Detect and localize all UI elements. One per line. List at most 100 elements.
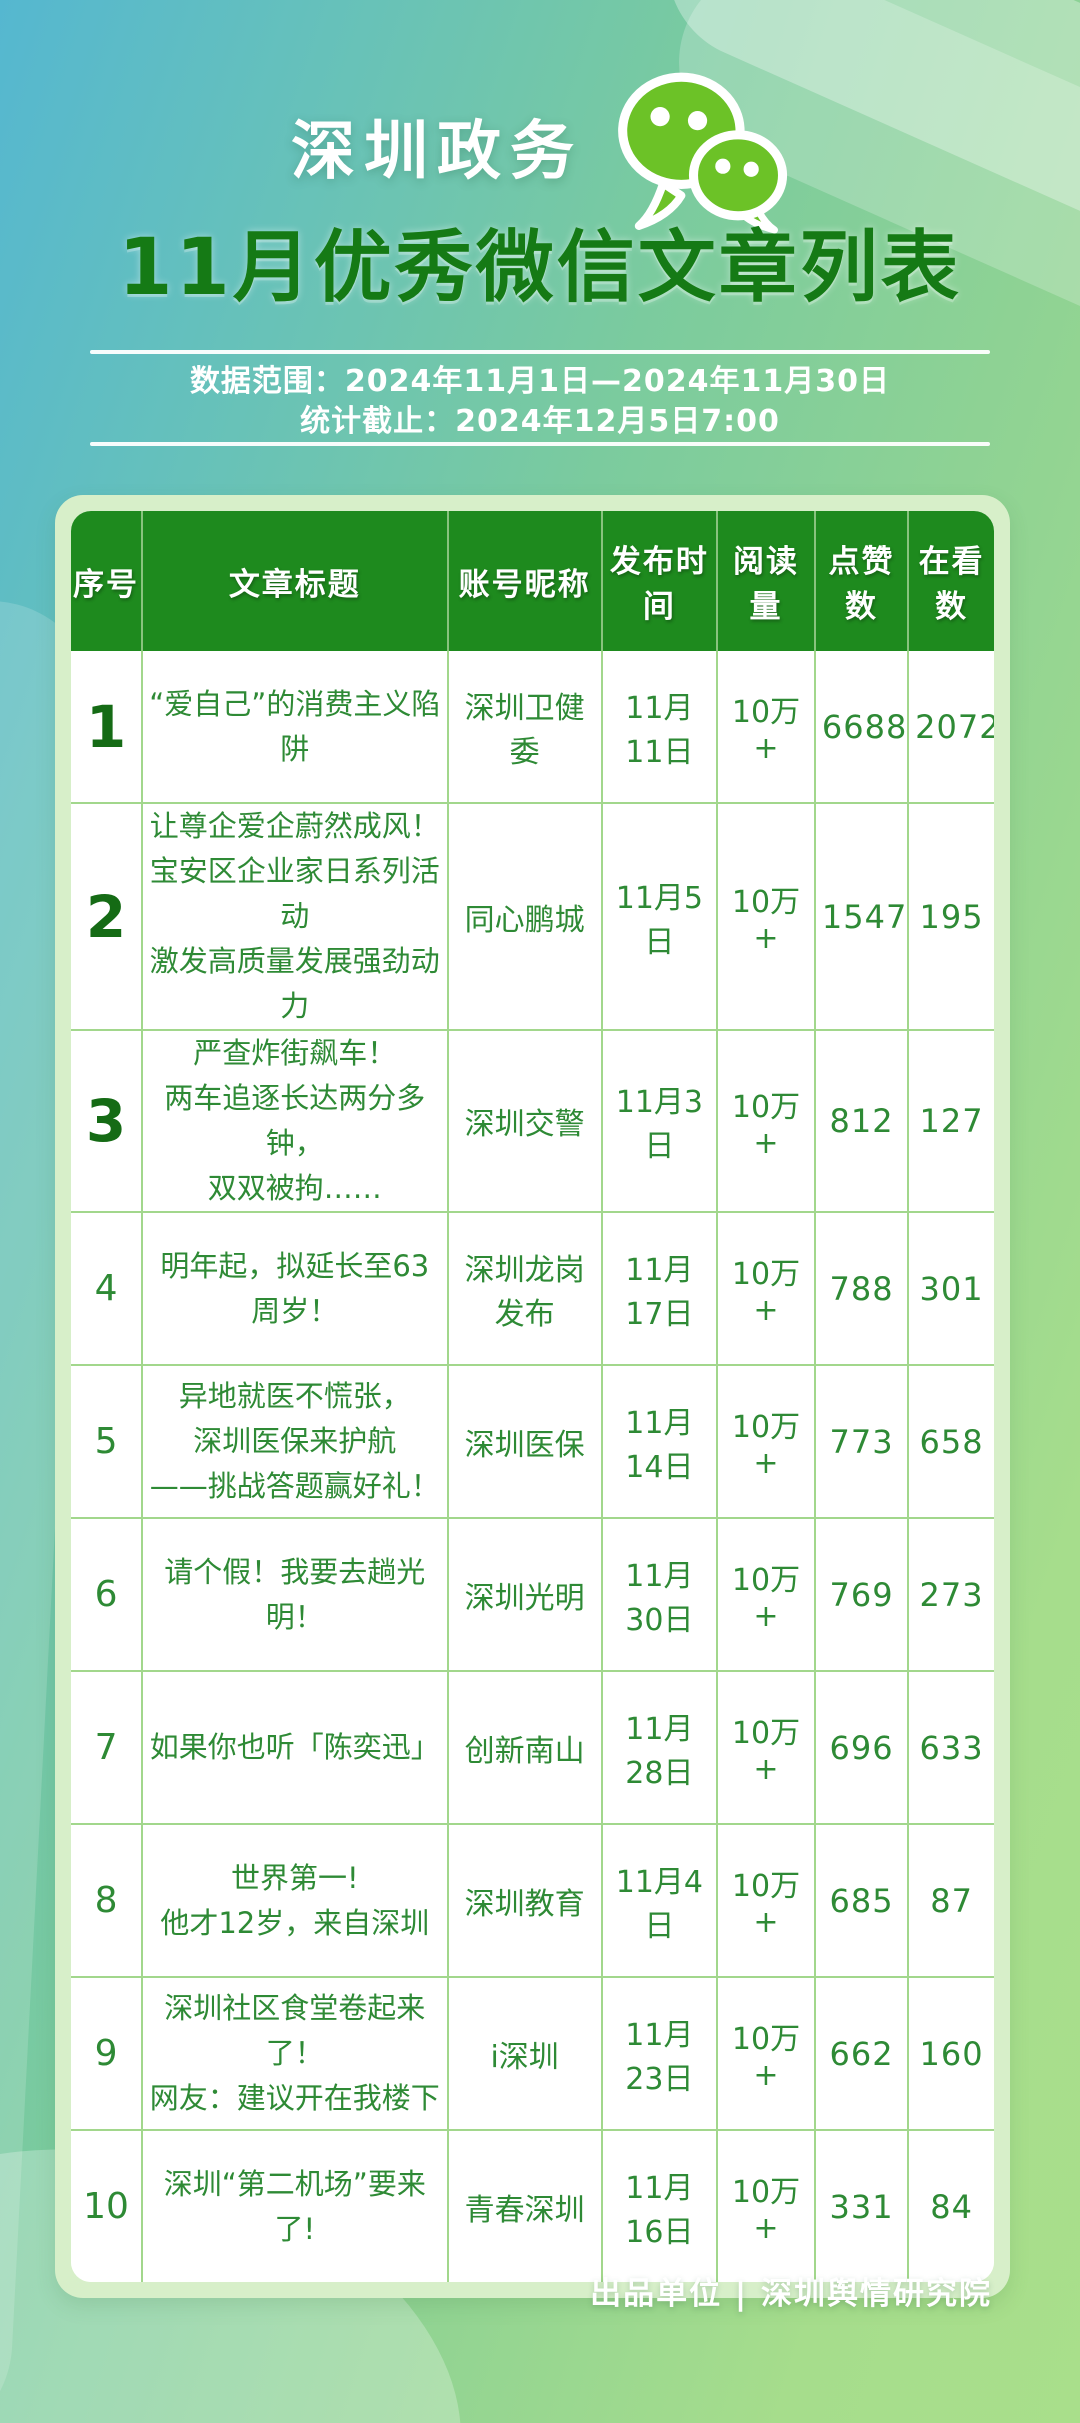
- watching-cell: 658: [907, 1364, 994, 1518]
- account-cell: 同心鹏城: [446, 802, 602, 1030]
- col-header-watching: 在看数: [907, 511, 994, 651]
- table-row: 9 深圳社区食堂卷起来了！ 网友：建议开在我楼下 i深圳 11月23日 10万+ 662 1…: [71, 1976, 994, 2130]
- title-cell: 严查炸街飙车！ 两车追逐长达两分多钟， 双双被拘……: [141, 1029, 448, 1212]
- rank-cell: 4: [71, 1211, 143, 1365]
- date-cell: 11月14日: [600, 1364, 718, 1518]
- col-header-reads: 阅读量: [716, 511, 815, 651]
- title-cell: 让尊企爱企蔚然成风！ 宝安区企业家日系列活动 激发高质量发展强劲动力: [141, 802, 448, 1030]
- account-cell: i深圳: [446, 1976, 602, 2130]
- table-row: 8 世界第一! 他才12岁，来自深圳 深圳教育 11月4日 10万+ 685 87: [71, 1823, 994, 1977]
- table-row: 4 明年起，拟延长至63周岁！ 深圳龙岗发布 11月17日 10万+ 788 301: [71, 1211, 994, 1365]
- watching-cell: 160: [907, 1976, 994, 2130]
- page-title: 深圳政务: [291, 115, 583, 189]
- table-row: 5 异地就医不慌张， 深圳医保来护航 ——挑战答题赢好礼！ 深圳医保 11月14日 10…: [71, 1364, 994, 1518]
- rank-cell: 5: [71, 1364, 143, 1518]
- date-cell: 11月11日: [600, 651, 718, 803]
- table-header-row: 序号 文章标题 账号昵称 发布时间 阅读量 点赞数 在看数: [71, 511, 994, 651]
- articles-table-wrapper: 序号 文章标题 账号昵称 发布时间 阅读量 点赞数 在看数 1 “爱自己”的消费主…: [71, 511, 994, 2282]
- title-cell: 深圳社区食堂卷起来了！ 网友：建议开在我楼下: [141, 1976, 448, 2130]
- rank-cell: 2: [71, 802, 143, 1030]
- account-cell: 深圳医保: [446, 1364, 602, 1518]
- reads-cell: 10万+: [716, 1364, 815, 1518]
- watching-cell: 301: [907, 1211, 994, 1365]
- rank-cell: 6: [71, 1517, 143, 1671]
- divider-top: [90, 350, 990, 354]
- footer-credit: 出品单位 | 深圳舆情研究院: [590, 2276, 992, 2312]
- title-cell: 如果你也听「陈奕迅」: [141, 1670, 448, 1824]
- date-cell: 11月23日: [600, 1976, 718, 2130]
- wechat-icon: [618, 72, 788, 234]
- date-cell: 11月17日: [600, 1211, 718, 1365]
- likes-cell: 331: [813, 2129, 909, 2282]
- date-cell: 11月3日: [600, 1029, 718, 1212]
- likes-cell: 769: [813, 1517, 909, 1671]
- account-cell: 深圳教育: [446, 1823, 602, 1977]
- watching-cell: 2072: [907, 651, 994, 803]
- table-row: 3 严查炸街飙车！ 两车追逐长达两分多钟， 双双被拘…… 深圳交警 11月3日 10万+…: [71, 1029, 994, 1212]
- title-cell: 深圳“第二机场”要来了!: [141, 2129, 448, 2282]
- stats-deadline-text: 统计截止：2024年12月5日7:00: [300, 404, 780, 439]
- account-cell: 创新南山: [446, 1670, 602, 1824]
- watching-cell: 273: [907, 1517, 994, 1671]
- likes-cell: 6688: [813, 651, 909, 803]
- table-body: 1 “爱自己”的消费主义陷阱 深圳卫健委 11月11日 10万+ 6688 2072 2 让尊企…: [71, 651, 994, 2282]
- watching-cell: 633: [907, 1670, 994, 1824]
- table-row: 7 如果你也听「陈奕迅」 创新南山 11月28日 10万+ 696 633: [71, 1670, 994, 1824]
- date-cell: 11月30日: [600, 1517, 718, 1671]
- rank-cell: 9: [71, 1976, 143, 2130]
- likes-cell: 685: [813, 1823, 909, 1977]
- title-cell: 请个假！我要去趟光明！: [141, 1517, 448, 1671]
- header: 深圳政务: [0, 58, 1080, 234]
- col-header-rank: 序号: [71, 511, 143, 651]
- col-header-title: 文章标题: [141, 511, 448, 651]
- articles-table: 序号 文章标题 账号昵称 发布时间 阅读量 点赞数 在看数 1 “爱自己”的消费主…: [71, 511, 994, 2282]
- date-cell: 11月16日: [600, 2129, 718, 2282]
- reads-cell: 10万+: [716, 2129, 815, 2282]
- rank-cell: 3: [71, 1029, 143, 1212]
- reads-cell: 10万+: [716, 651, 815, 803]
- table-row: 1 “爱自己”的消费主义陷阱 深圳卫健委 11月11日 10万+ 6688 2072: [71, 651, 994, 803]
- account-cell: 青春深圳: [446, 2129, 602, 2282]
- page-subtitle: 11月优秀微信文章列表: [118, 223, 962, 313]
- date-cell: 11月28日: [600, 1670, 718, 1824]
- account-cell: 深圳光明: [446, 1517, 602, 1671]
- watching-cell: 127: [907, 1029, 994, 1212]
- watching-cell: 195: [907, 802, 994, 1030]
- divider-bottom: [90, 442, 990, 446]
- likes-cell: 1547: [813, 802, 909, 1030]
- watching-cell: 87: [907, 1823, 994, 1977]
- likes-cell: 696: [813, 1670, 909, 1824]
- reads-cell: 10万+: [716, 1976, 815, 2130]
- table-row: 2 让尊企爱企蔚然成风！ 宝安区企业家日系列活动 激发高质量发展强劲动力 同心鹏城 1…: [71, 802, 994, 1030]
- account-cell: 深圳卫健委: [446, 651, 602, 803]
- reads-cell: 10万+: [716, 1823, 815, 1977]
- title-cell: 明年起，拟延长至63周岁！: [141, 1211, 448, 1365]
- likes-cell: 662: [813, 1976, 909, 2130]
- reads-cell: 10万+: [716, 1517, 815, 1671]
- account-cell: 深圳龙岗发布: [446, 1211, 602, 1365]
- account-cell: 深圳交警: [446, 1029, 602, 1212]
- meta-block: 数据范围：2024年11月1日—2024年11月30日 统计截止：2024年12…: [0, 362, 1080, 442]
- reads-cell: 10万+: [716, 1211, 815, 1365]
- likes-cell: 773: [813, 1364, 909, 1518]
- rank-cell: 7: [71, 1670, 143, 1824]
- table-card: 序号 文章标题 账号昵称 发布时间 阅读量 点赞数 在看数 1 “爱自己”的消费主…: [55, 495, 1010, 2298]
- watching-cell: 84: [907, 2129, 994, 2282]
- rank-cell: 1: [71, 651, 143, 803]
- rank-cell: 8: [71, 1823, 143, 1977]
- table-row: 10 深圳“第二机场”要来了! 青春深圳 11月16日 10万+ 331 84: [71, 2129, 994, 2282]
- title-cell: 世界第一! 他才12岁，来自深圳: [141, 1823, 448, 1977]
- col-header-likes: 点赞数: [813, 511, 909, 651]
- date-cell: 11月4日: [600, 1823, 718, 1977]
- col-header-account: 账号昵称: [446, 511, 602, 651]
- col-header-date: 发布时间: [600, 511, 718, 651]
- title-cell: “爱自己”的消费主义陷阱: [141, 651, 448, 803]
- likes-cell: 812: [813, 1029, 909, 1212]
- table-row: 6 请个假！我要去趟光明！ 深圳光明 11月30日 10万+ 769 273: [71, 1517, 994, 1671]
- data-range-text: 数据范围：2024年11月1日—2024年11月30日: [189, 364, 891, 399]
- likes-cell: 788: [813, 1211, 909, 1365]
- reads-cell: 10万+: [716, 1029, 815, 1212]
- reads-cell: 10万+: [716, 802, 815, 1030]
- reads-cell: 10万+: [716, 1670, 815, 1824]
